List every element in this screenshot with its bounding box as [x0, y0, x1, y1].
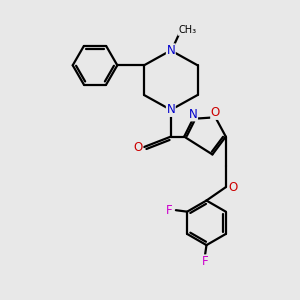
Text: N: N [167, 44, 175, 57]
Text: O: O [229, 181, 238, 194]
Text: N: N [167, 103, 175, 116]
Text: O: O [211, 106, 220, 119]
Text: O: O [134, 140, 143, 154]
Text: N: N [189, 108, 197, 121]
Text: F: F [202, 255, 208, 268]
Text: CH₃: CH₃ [178, 25, 196, 35]
Text: F: F [166, 204, 172, 217]
